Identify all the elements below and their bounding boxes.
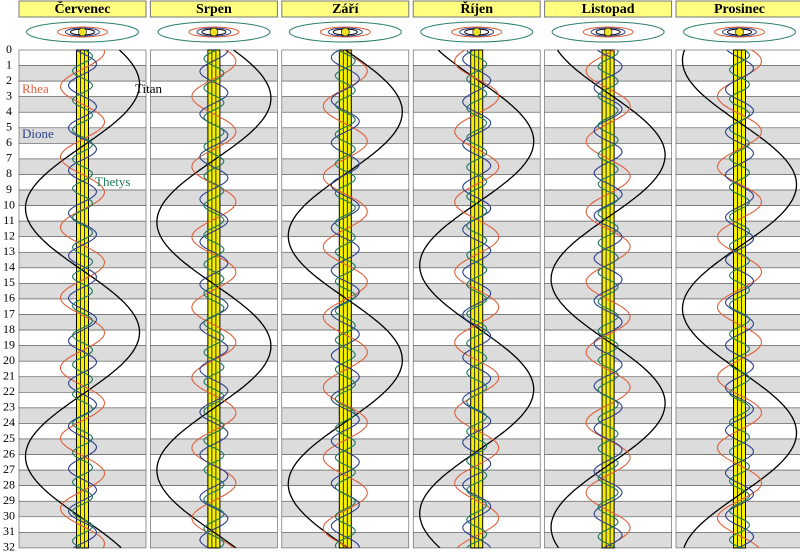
moon-orbit-curve (724, 50, 755, 548)
moon-orbit-curve (67, 50, 98, 548)
day-label: 32 (3, 540, 15, 554)
moon-orbit-curve (24, 50, 141, 548)
moon-orbit-curve (681, 50, 798, 548)
moon-curves (287, 50, 403, 548)
moon-orbit-curve (71, 50, 94, 548)
day-label: 5 (6, 120, 12, 134)
day-label: 29 (3, 493, 15, 507)
day-label: 11 (3, 213, 15, 227)
month-header-box (18, 0, 147, 18)
day-label: 8 (6, 166, 12, 180)
moon-curves (681, 50, 798, 548)
month-header-box (675, 0, 800, 18)
orbit-rhea (451, 26, 503, 38)
month-header: Listopad (582, 2, 635, 17)
day-label: 17 (3, 306, 15, 320)
month-header: Prosinec (714, 2, 765, 17)
day-label: 10 (3, 197, 15, 211)
day-label: 30 (3, 509, 15, 523)
month-header: Srpen (196, 2, 232, 17)
moon-orbit-curve (728, 50, 751, 548)
orbit-rhea (57, 26, 108, 38)
moon-orbit-curve (199, 50, 229, 548)
moon-orbit-curve (322, 50, 368, 548)
month-header: Červenec (55, 0, 111, 17)
day-label: 25 (3, 431, 15, 445)
rhea-label: Rhea (22, 81, 49, 96)
moon-curves (550, 50, 666, 548)
titan-label: Titan (135, 81, 162, 96)
moon-orbit-curve (156, 50, 272, 548)
moon-orbit-curve (593, 50, 623, 548)
month-header-box (412, 0, 541, 18)
day-label: 13 (3, 244, 15, 258)
day-label: 18 (3, 322, 15, 336)
dione-label: Dione (22, 126, 54, 141)
saturn-band (207, 49, 221, 549)
moon-orbit-curve (597, 50, 619, 548)
day-label: 23 (3, 400, 15, 414)
saturn-band (470, 49, 484, 549)
day-label: 31 (3, 524, 15, 538)
orbit-rhea (188, 26, 240, 38)
saturn-icon (603, 27, 613, 37)
day-label: 22 (3, 384, 15, 398)
day-label: 9 (6, 182, 12, 196)
day-label: 4 (6, 104, 12, 118)
day-label: 12 (3, 228, 15, 242)
moon-orbit-curve (466, 50, 488, 548)
saturn-icon (78, 27, 87, 37)
month-header-box (544, 0, 673, 18)
moon-orbit-curve (419, 50, 535, 548)
day-label: 20 (3, 353, 15, 367)
day-label: 27 (3, 462, 15, 476)
moon-curves (419, 50, 535, 548)
day-label: 28 (3, 477, 15, 491)
day-label: 19 (3, 337, 15, 351)
moon-orbit-curve (334, 50, 356, 548)
day-label: 0 (6, 42, 12, 56)
day-label: 14 (3, 260, 15, 274)
saturn-icon (735, 27, 744, 37)
orbit-rhea (714, 26, 765, 38)
month-header-box (149, 0, 278, 18)
moon-orbit-curve (59, 50, 106, 548)
moon-orbit-curve (716, 50, 763, 548)
day-label: 1 (6, 57, 12, 71)
moon-curves (156, 50, 272, 548)
day-label: 15 (3, 275, 15, 289)
day-label: 16 (3, 291, 15, 305)
orbit-rhea (319, 26, 371, 38)
day-label: 24 (3, 415, 15, 429)
day-label: 21 (3, 369, 15, 383)
moon-orbit-curve (585, 50, 631, 548)
tethys-label: Thetys (95, 174, 130, 189)
saturn-icon (209, 27, 219, 37)
day-label: 26 (3, 446, 15, 460)
day-label: 3 (6, 88, 12, 102)
moon-orbit-curve (550, 50, 666, 548)
month-header: Září (332, 2, 360, 17)
saturn-icon (472, 27, 482, 37)
moon-orbit-curve (203, 50, 225, 548)
day-label: 7 (6, 151, 12, 165)
moon-orbit-curve (454, 50, 500, 548)
day-label: 2 (6, 73, 12, 87)
month-header-box (281, 0, 410, 18)
orbit-rhea (582, 26, 634, 38)
moon-orbit-curve (330, 50, 360, 548)
month-header: Říjen (460, 0, 493, 17)
moon-curves (24, 50, 141, 548)
saturn-icon (340, 27, 350, 37)
day-label: 6 (6, 135, 12, 149)
